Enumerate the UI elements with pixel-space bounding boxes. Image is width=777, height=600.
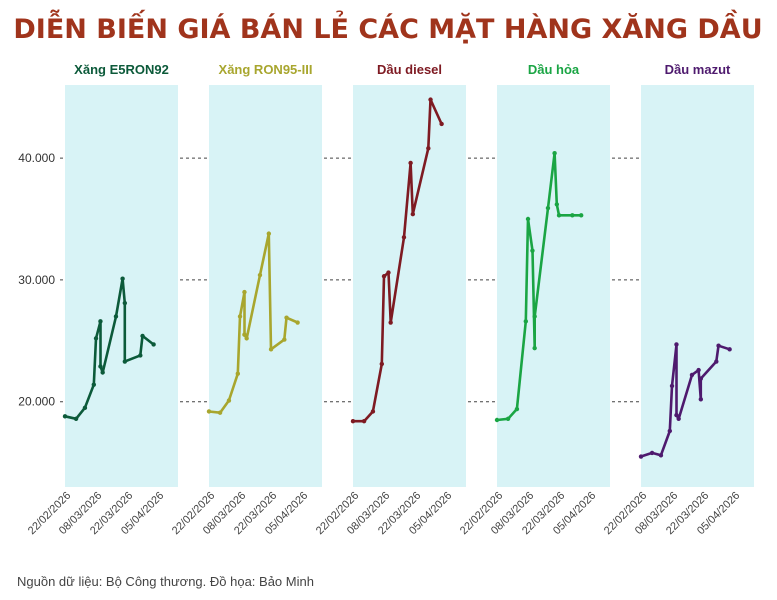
data-point [82,405,88,411]
data-point [698,397,704,402]
data-point [658,453,664,458]
data-point [62,414,68,419]
y-tick-label: 40.000 [18,151,55,165]
data-point [266,231,272,236]
panel-background [353,85,466,487]
data-point [638,454,644,459]
data-point [689,372,695,378]
data-point [674,412,679,418]
data-point [381,274,387,279]
data-point [295,320,300,325]
data-point [93,336,99,341]
data-point [505,416,511,421]
data-point [206,409,212,414]
data-point [530,248,535,253]
data-point [226,398,232,403]
data-point [494,417,500,423]
panel-title: Dầu hỏa [528,62,580,77]
data-point [570,213,575,218]
data-point [244,336,249,341]
panel-background [641,85,754,487]
data-point [532,314,537,319]
data-point [242,332,247,337]
data-point [282,337,287,342]
panels: Xăng E5RON9222/02/202608/03/202622/03/20… [26,62,754,537]
data-point [578,213,584,218]
data-point [532,345,537,351]
data-point [523,319,529,324]
data-point [649,450,655,456]
data-point [217,410,223,415]
data-point [552,151,557,156]
data-point [350,419,356,424]
data-point [98,319,103,324]
data-point [426,146,431,151]
data-point [727,347,732,352]
data-point [361,419,367,424]
data-point [401,235,407,240]
data-point [100,370,105,375]
data-point [268,347,274,352]
data-point [98,364,103,369]
data-point [696,367,701,373]
data-point [73,416,79,421]
data-point [525,216,531,222]
chart-title: DIỄN BIẾN GIÁ BÁN LẺ CÁC MẶT HÀNG XĂNG D… [13,9,762,45]
data-point [284,315,289,320]
panel-background [209,85,322,487]
data-point [386,270,391,275]
data-point [120,276,125,281]
data-point [138,353,143,358]
data-point [554,202,560,207]
data-point [667,428,673,434]
panel-title: Xăng RON95-III [219,62,313,77]
data-point [556,213,562,218]
data-point [545,205,551,211]
data-point [669,383,675,389]
panel-title: Dầu diesel [377,62,442,77]
source-note: Nguồn dữ liệu: Bộ Công thương. Đồ họa: B… [17,574,314,589]
data-point [676,416,681,421]
data-point [113,314,119,319]
data-point [140,333,145,339]
data-point [674,342,679,347]
data-point [151,342,156,347]
data-point [242,289,247,295]
data-point [91,382,97,387]
panel-background [497,85,610,487]
panel-title: Xăng E5RON92 [74,62,169,77]
y-tick-label: 20.000 [18,395,55,409]
data-point [410,211,416,217]
data-point [428,97,433,102]
data-point [698,376,704,381]
data-point [408,160,413,166]
data-point [122,300,128,306]
y-tick-label: 30.000 [18,273,55,287]
data-point [379,361,385,367]
data-point [122,359,128,364]
data-point [370,409,376,414]
panel-title: Dầu mazut [665,62,731,77]
data-point [237,314,243,319]
data-point [388,320,393,325]
data-point [514,406,520,412]
data-point [716,343,721,348]
data-point [714,359,719,364]
data-point [439,121,444,127]
data-point [257,272,263,278]
data-point [235,371,241,376]
